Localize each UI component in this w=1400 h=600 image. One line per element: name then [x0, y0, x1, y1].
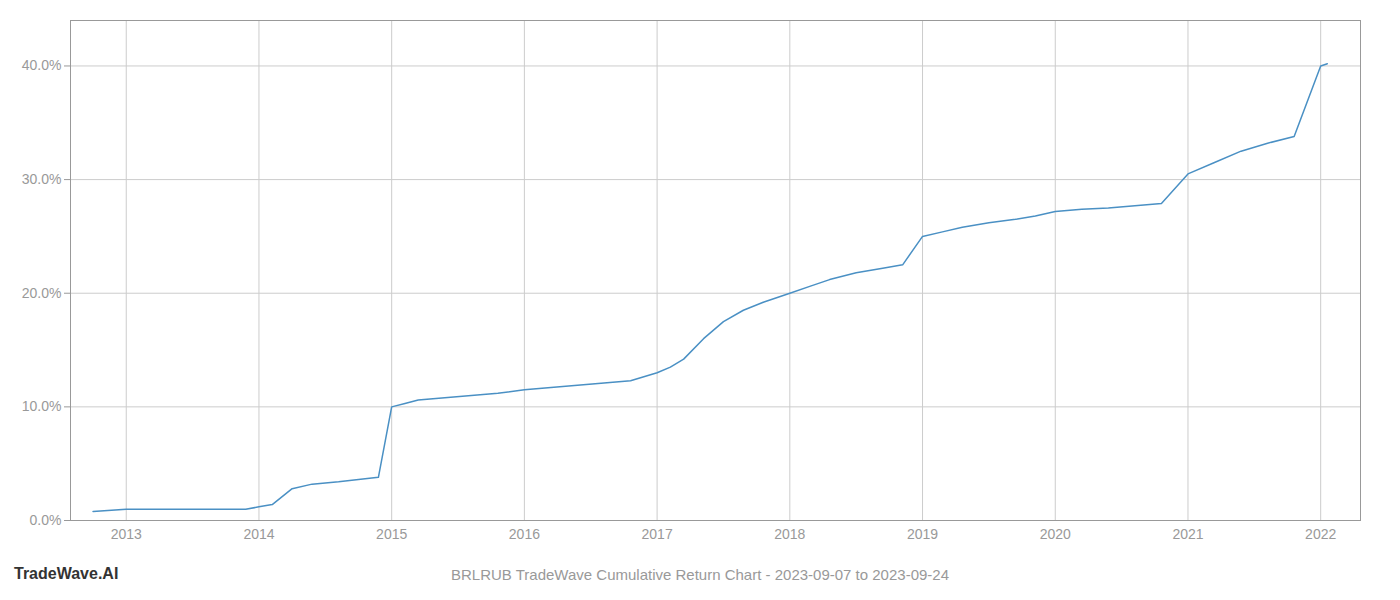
svg-text:30.0%: 30.0%: [22, 171, 62, 187]
svg-text:2020: 2020: [1040, 526, 1071, 542]
svg-text:2018: 2018: [774, 526, 805, 542]
svg-text:2015: 2015: [376, 526, 407, 542]
svg-text:2021: 2021: [1172, 526, 1203, 542]
html-text:BRLRUB TradeWave Cumulative Re: BRLRUB TradeWave Cumulative Return Chart…: [451, 566, 949, 583]
svg-text:10.0%: 10.0%: [22, 398, 62, 414]
svg-text:2022: 2022: [1305, 526, 1336, 542]
svg-text:20.0%: 20.0%: [22, 285, 62, 301]
svg-text:0.0%: 0.0%: [30, 512, 62, 528]
svg-text:2016: 2016: [509, 526, 540, 542]
svg-text:40.0%: 40.0%: [22, 57, 62, 73]
svg-text:2019: 2019: [907, 526, 938, 542]
svg-text:2013: 2013: [111, 526, 142, 542]
svg-text:2017: 2017: [642, 526, 673, 542]
svg-text:2014: 2014: [243, 526, 274, 542]
html-text:TradeWave.AI: TradeWave.AI: [14, 565, 119, 582]
